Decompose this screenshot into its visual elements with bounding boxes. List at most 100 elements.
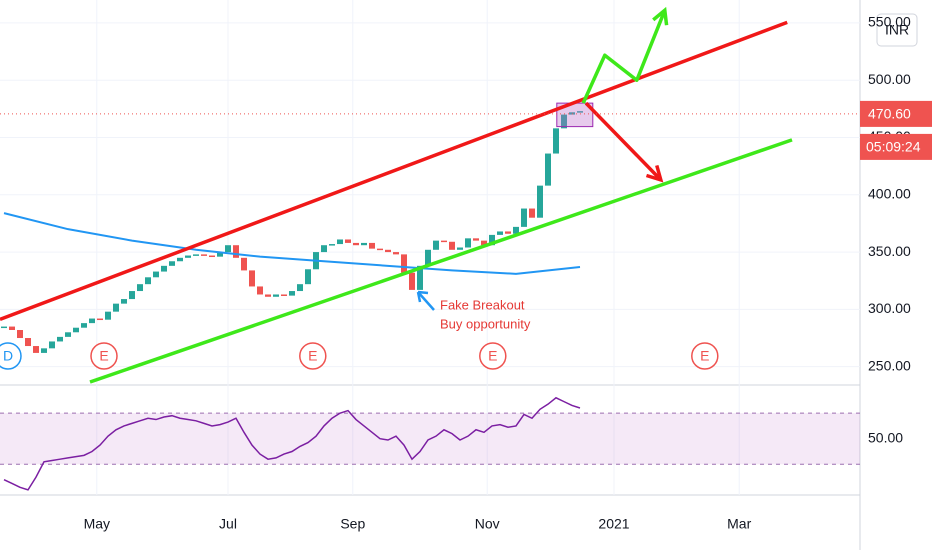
x-tick-label: May (84, 516, 110, 532)
candle (129, 291, 135, 300)
countdown-box (860, 133, 932, 160)
event-label: E (488, 348, 497, 364)
annotation: Buy opportunity (440, 316, 531, 331)
y-tick-label: 400.00 (868, 185, 911, 201)
candle (265, 294, 271, 297)
candle (385, 249, 391, 253)
event-label: D (3, 348, 13, 364)
candle (41, 348, 47, 353)
candle (33, 346, 39, 353)
candle (481, 240, 487, 246)
candle (289, 291, 295, 296)
candle (225, 245, 231, 253)
candle (137, 284, 143, 292)
candle (497, 231, 503, 235)
candle (545, 153, 551, 186)
candle (513, 226, 519, 234)
candle (401, 254, 407, 273)
annotation: Fake Breakout (440, 297, 525, 312)
candle (105, 311, 111, 320)
moving-average (3, 212, 581, 275)
candle (561, 114, 567, 129)
candle (521, 208, 527, 227)
candle (305, 269, 311, 285)
event-marker (0, 342, 22, 370)
trend-line (0, 20, 788, 321)
candle (185, 255, 191, 258)
last-price-box (860, 100, 932, 127)
candle (249, 270, 255, 287)
candle (505, 231, 511, 234)
annotation-arrow (416, 290, 435, 311)
candle (233, 245, 239, 258)
candle (529, 208, 535, 218)
candle (257, 286, 263, 295)
y-tick-label: 550.00 (868, 14, 911, 30)
event-label: E (99, 348, 108, 364)
candle (281, 294, 287, 296)
candle (177, 257, 183, 262)
candle (89, 318, 95, 324)
candle (473, 238, 479, 241)
event-marker (691, 342, 719, 370)
candle (25, 338, 31, 347)
candle (49, 341, 55, 349)
candle (273, 294, 279, 297)
candle (409, 272, 415, 290)
arrow-head (645, 164, 664, 183)
candle (153, 271, 159, 278)
candle (201, 254, 207, 256)
x-tick-label: Sep (340, 516, 365, 532)
candle (169, 261, 175, 266)
y-tick-label: 300.00 (868, 300, 911, 316)
candle (1, 326, 7, 329)
event-label: E (700, 348, 709, 364)
x-tick-label: Nov (475, 516, 500, 532)
y-tick-label: 250.00 (868, 357, 911, 373)
candle (113, 303, 119, 312)
candle (145, 277, 151, 285)
candle (17, 330, 23, 339)
candle (73, 327, 79, 333)
candle (121, 299, 127, 304)
trend-line (89, 138, 793, 384)
candle (241, 257, 247, 271)
x-tick-label: Jul (219, 516, 237, 532)
candle (425, 249, 431, 266)
countdown: 05:09:24 (866, 139, 921, 155)
candle (217, 252, 223, 257)
event-marker (299, 342, 327, 370)
candle (441, 240, 447, 243)
candle (57, 336, 63, 342)
arrow-head (652, 6, 669, 26)
event-marker (479, 342, 507, 370)
candle (465, 238, 471, 248)
trend-line (581, 9, 667, 104)
candle (393, 252, 399, 255)
candle (337, 239, 343, 245)
last-price: 470.60 (868, 106, 911, 122)
y-tick-label: 500.00 (868, 71, 911, 87)
rsi-tick-label: 50.00 (868, 429, 903, 445)
candle (193, 254, 199, 256)
candle (433, 240, 439, 250)
candle (537, 185, 543, 218)
x-tick-label: 2021 (598, 516, 629, 532)
candle (377, 248, 383, 251)
candle (65, 332, 71, 337)
candle (353, 242, 359, 246)
x-tick-label: Mar (727, 516, 751, 532)
candle (9, 326, 15, 330)
trend-line (584, 101, 663, 182)
candle (577, 111, 583, 113)
candle (297, 284, 303, 292)
candle (489, 234, 495, 246)
candle (345, 239, 351, 243)
candle (361, 242, 367, 246)
candle (209, 255, 215, 258)
currency-box (876, 13, 918, 47)
candle (321, 245, 327, 253)
candle (457, 247, 463, 250)
